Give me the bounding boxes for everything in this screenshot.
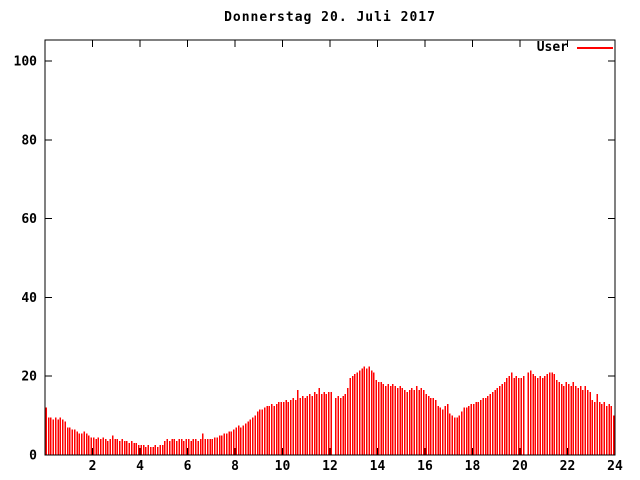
x-tick-label: 6	[184, 459, 192, 474]
chart-title: Donnerstag 20. Juli 2017	[224, 10, 436, 25]
x-tick-label: 22	[560, 459, 576, 474]
y-tick-label: 80	[21, 133, 37, 148]
x-tick-label: 16	[417, 459, 433, 474]
legend: User	[537, 40, 613, 55]
x-tick-label: 10	[275, 459, 291, 474]
y-tick-label: 100	[14, 55, 38, 70]
x-tick-label: 18	[465, 459, 481, 474]
x-tick-label: 24	[607, 459, 623, 474]
y-tick-label: 40	[21, 291, 37, 306]
y-tick-label: 60	[21, 212, 37, 227]
x-tick-label: 4	[136, 459, 144, 474]
y-tick-label: 0	[29, 449, 37, 464]
x-tick-label: 12	[322, 459, 338, 474]
bars-series-user	[45, 366, 615, 455]
x-tick-label: 2	[89, 459, 97, 474]
legend-series-label: User	[536, 40, 568, 55]
y-tick-label: 20	[21, 370, 37, 385]
x-tick-label: 8	[231, 459, 239, 474]
x-tick-label: 20	[512, 459, 528, 474]
legend-line-sample-icon	[577, 46, 613, 49]
x-tick-label: 14	[370, 459, 386, 474]
